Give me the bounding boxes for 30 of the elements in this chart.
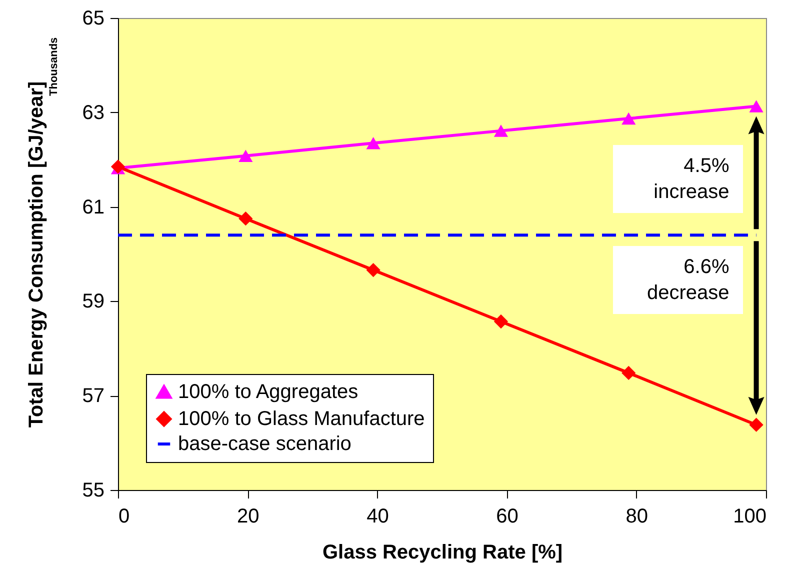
- legend-label: base-case scenario: [178, 433, 352, 455]
- y-tick-label: 65: [82, 8, 104, 30]
- y-tick-label: 55: [82, 480, 104, 502]
- point: [238, 150, 253, 162]
- x-tick-label: 100: [733, 506, 766, 528]
- point: [494, 314, 508, 329]
- point: [494, 124, 508, 137]
- point: [238, 212, 253, 226]
- text: Thousands: [48, 37, 60, 96]
- y-axis-title: Total Energy Consumption [GJ/year]: [25, 81, 48, 428]
- y-tick-label: 57: [82, 385, 104, 408]
- legend-label: 100% to Glass Manufacture: [178, 408, 425, 430]
- y-tick-label: 61: [82, 196, 104, 218]
- point: [366, 262, 380, 278]
- x-tick-label: 40: [366, 506, 389, 528]
- y-tick-label: 63: [82, 102, 104, 124]
- annotation: 4.5% increase: [613, 145, 744, 214]
- point: [366, 136, 380, 150]
- point: [749, 100, 764, 112]
- point: [749, 418, 764, 432]
- y-tick-label: 59: [82, 290, 104, 313]
- x-tick-label: 0: [118, 506, 130, 528]
- point: [622, 112, 636, 125]
- x-tick-label: 80: [626, 506, 648, 528]
- x-tick-label: 20: [236, 506, 260, 528]
- x-axis-title: Glass Recycling Rate [%]: [322, 542, 563, 564]
- legend-label: 100% to Aggregates: [178, 381, 358, 403]
- point: [622, 366, 636, 380]
- x-tick-label: 60: [496, 506, 518, 528]
- annotation: 6.6% decrease: [613, 246, 744, 314]
